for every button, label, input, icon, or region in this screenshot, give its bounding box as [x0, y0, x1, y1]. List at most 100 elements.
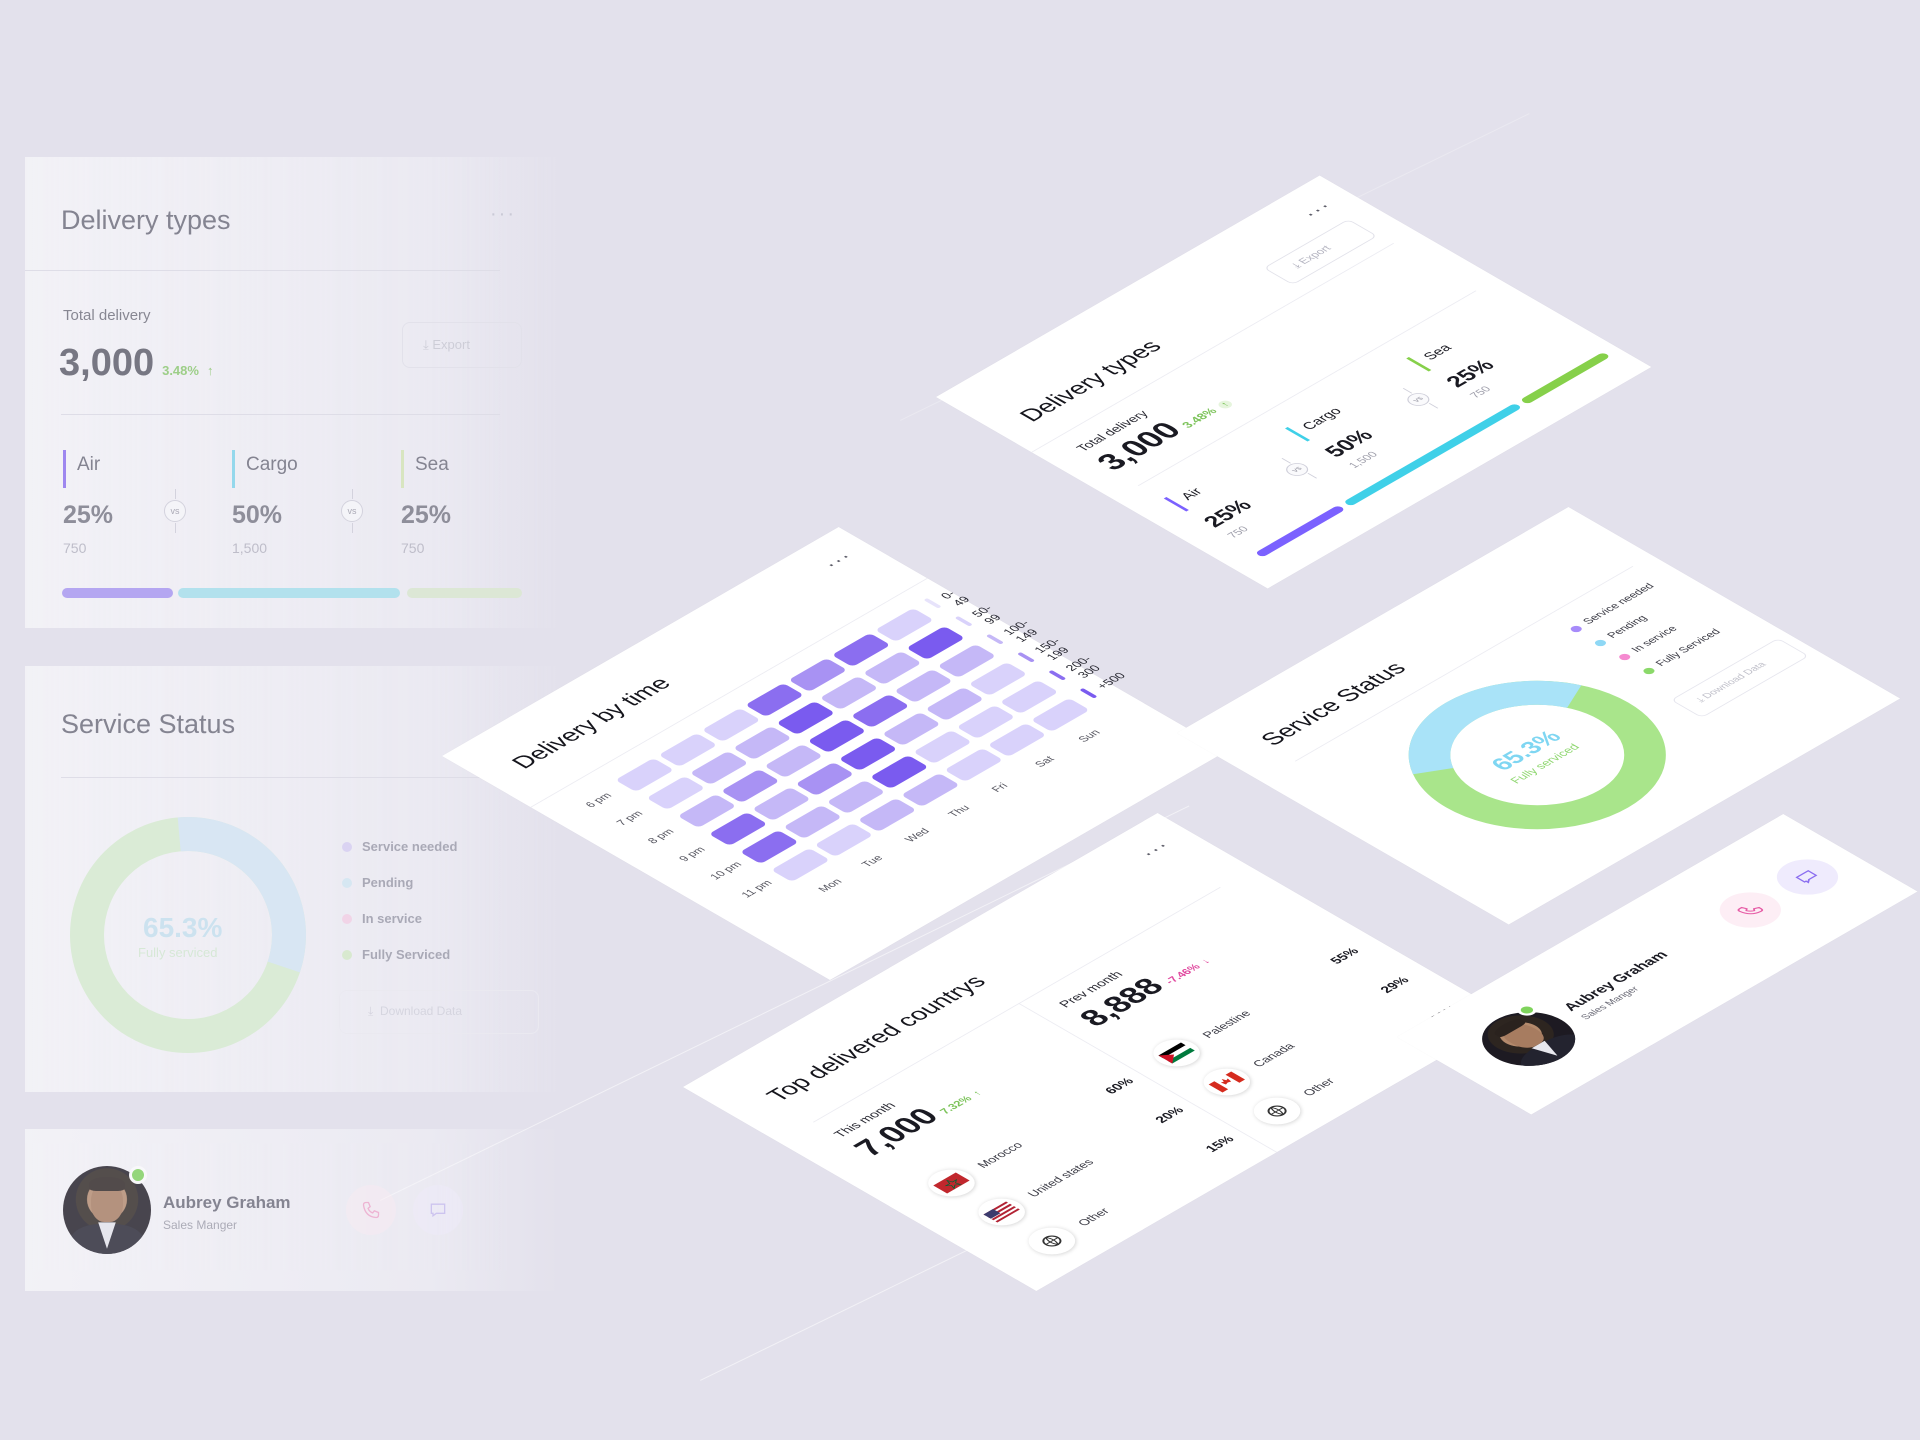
left-total-row: 3,000 3.48% ↑ [59, 342, 213, 385]
left-cargo-percent: 50% [232, 501, 283, 529]
heatmap-hour-label: 9 pm [676, 845, 709, 864]
left-total-change: 3.48% [162, 363, 199, 378]
left-chat-button[interactable] [413, 1185, 463, 1235]
left-sea-count: 750 [401, 540, 425, 556]
heatmap-cell[interactable] [944, 748, 1004, 782]
iso-service-status-card: Service Status 65.3% Fully serviced Serv… [1177, 507, 1901, 925]
heatmap-legend-item: 150-199 [1017, 636, 1076, 663]
left-vs-badge-1: vs [164, 489, 186, 533]
left-legend-pending: Pending [342, 875, 413, 890]
heatmap-hour-label: 8 pm [645, 827, 678, 846]
heatmap-day-label: Sat [1032, 754, 1058, 769]
left-more-icon[interactable]: ··· [490, 203, 516, 225]
country-name: Morocco [973, 1139, 1026, 1170]
left-sea-percent: 25% [401, 501, 452, 529]
heatmap-legend-item: 100-149 [985, 618, 1045, 645]
arrow-up-icon: ↑ [1215, 398, 1235, 410]
left-air-percent: 25% [63, 501, 114, 529]
heatmap-hour-label: 10 pm [707, 860, 745, 882]
country-percent: 55% [1326, 945, 1362, 966]
heatmap-cell[interactable] [771, 848, 830, 882]
iso-prev-month-rows: Palestine 55% Canada 29% Other 20% [683, 813, 1462, 1130]
country-name: Palestine [1199, 1008, 1255, 1040]
iso-air-percent: 25% [1197, 495, 1258, 531]
left-mode-cargo: Cargo [232, 450, 298, 488]
left-service-donut [70, 817, 306, 1053]
country-percent: 20% [1151, 1104, 1188, 1125]
iso-this-month-value: 7,000 [845, 1102, 947, 1161]
country-name: Other [1074, 1205, 1113, 1228]
iso-top-countries-more-icon[interactable]: ··· [1133, 836, 1177, 862]
left-cargo-count: 1,500 [232, 540, 268, 556]
iso-prev-month-value: 8,888 [1070, 972, 1172, 1031]
heatmap-day-label: Wed [902, 826, 933, 844]
online-status-dot [129, 1166, 147, 1184]
left-contact-card: Aubrey Graham Sales Manger [25, 1129, 560, 1291]
left-vs-badge-2: vs [341, 489, 363, 533]
iso-call-button[interactable] [1707, 885, 1794, 935]
heatmap-cell[interactable] [857, 798, 917, 832]
globe-icon [1244, 1092, 1310, 1130]
heatmap-day-label: Fri [989, 781, 1011, 794]
left-call-button[interactable] [346, 1185, 396, 1235]
chat-icon [1795, 870, 1818, 884]
phone-icon [1737, 906, 1764, 915]
heatmap-cell[interactable] [814, 823, 874, 857]
country-name: Canada [1249, 1040, 1298, 1069]
heatmap-hour-label: 6 pm [583, 791, 615, 810]
left-mode-sea: Sea [401, 450, 449, 488]
heatmap-legend-item: +500 [1079, 670, 1129, 699]
heatmap-cell[interactable] [1030, 698, 1090, 732]
left-legend-service-needed: Service needed [342, 839, 457, 854]
left-download-label: Download Data [379, 1004, 463, 1018]
left-export-button[interactable]: ⤓ Export [402, 322, 522, 368]
heatmap-day-label: Mon [816, 877, 846, 894]
heatmap-legend-item: 0-49 [923, 587, 973, 609]
arrow-up-icon: ↑ [970, 1089, 985, 1098]
iso-vs-badge-2: vs [1402, 390, 1434, 409]
left-total-value: 3,000 [59, 342, 155, 384]
iso-air-count: 750 [1225, 524, 1252, 540]
iso-total-value: 3,000 [1088, 416, 1189, 475]
heatmap-cell[interactable] [987, 723, 1047, 757]
left-air-count: 750 [63, 540, 87, 556]
heatmap-cell[interactable] [900, 773, 960, 807]
heatmap-hour-label: 11 pm [739, 878, 776, 900]
heatmap-hour-label: 7 pm [614, 809, 646, 828]
iso-air-bar [1254, 505, 1346, 558]
arrow-down-icon: ↓ [1199, 957, 1213, 966]
heatmap-legend-item: 50-99 [954, 603, 1008, 627]
iso-chat-button[interactable] [1764, 852, 1851, 902]
left-total-delivery-label: Total delivery [63, 307, 151, 324]
left-download-button[interactable]: ⤓ Download Data [339, 990, 539, 1034]
heatmap-day-label: Tue [859, 853, 886, 869]
download-icon: ⤓ [368, 1004, 374, 1018]
iso-mode-air: Air [1163, 485, 1205, 512]
heatmap-legend-item: 200-300 [1048, 654, 1107, 681]
country-percent: 60% [1101, 1075, 1137, 1096]
chat-icon [430, 1203, 446, 1218]
left-donut-value: 65.3% [143, 912, 223, 943]
left-delivery-types-title: Delivery types [61, 205, 231, 235]
iso-export-button[interactable]: ⤓ Export [1263, 219, 1378, 285]
arrow-up-icon: ↑ [206, 363, 214, 378]
left-legend-in-service: In service [342, 911, 422, 926]
iso-vs-badge-1: vs [1281, 460, 1313, 479]
left-contact-name: Aubrey Graham [163, 1193, 291, 1212]
morocco-flag-icon [918, 1164, 985, 1202]
iso-total-change: 3.48% [1178, 405, 1221, 430]
left-export-label: Export [432, 337, 470, 352]
left-sea-bar [407, 588, 522, 598]
iso-top-countries-card: Top delivered countrys ··· This month 7,… [683, 813, 1511, 1291]
iso-delivery-types-more-icon[interactable]: ··· [1295, 197, 1339, 222]
country-name: Other [1299, 1075, 1338, 1098]
iso-mode-cargo: Cargo [1284, 405, 1345, 442]
canada-flag-icon [1193, 1063, 1260, 1101]
iso-export-label: Export [1296, 244, 1335, 267]
iso-sea-count: 750 [1467, 384, 1495, 400]
iso-download-label: Download Data [1700, 660, 1769, 701]
iso-legend: Service needed Pending In service Fully … [1567, 582, 1744, 684]
globe-icon [1019, 1222, 1085, 1260]
iso-this-month-rows: Morocco 60% United states 20% Other 15% [683, 813, 1237, 1260]
iso-contact-card: Aubrey Graham Sales Manger [1397, 814, 1918, 1115]
